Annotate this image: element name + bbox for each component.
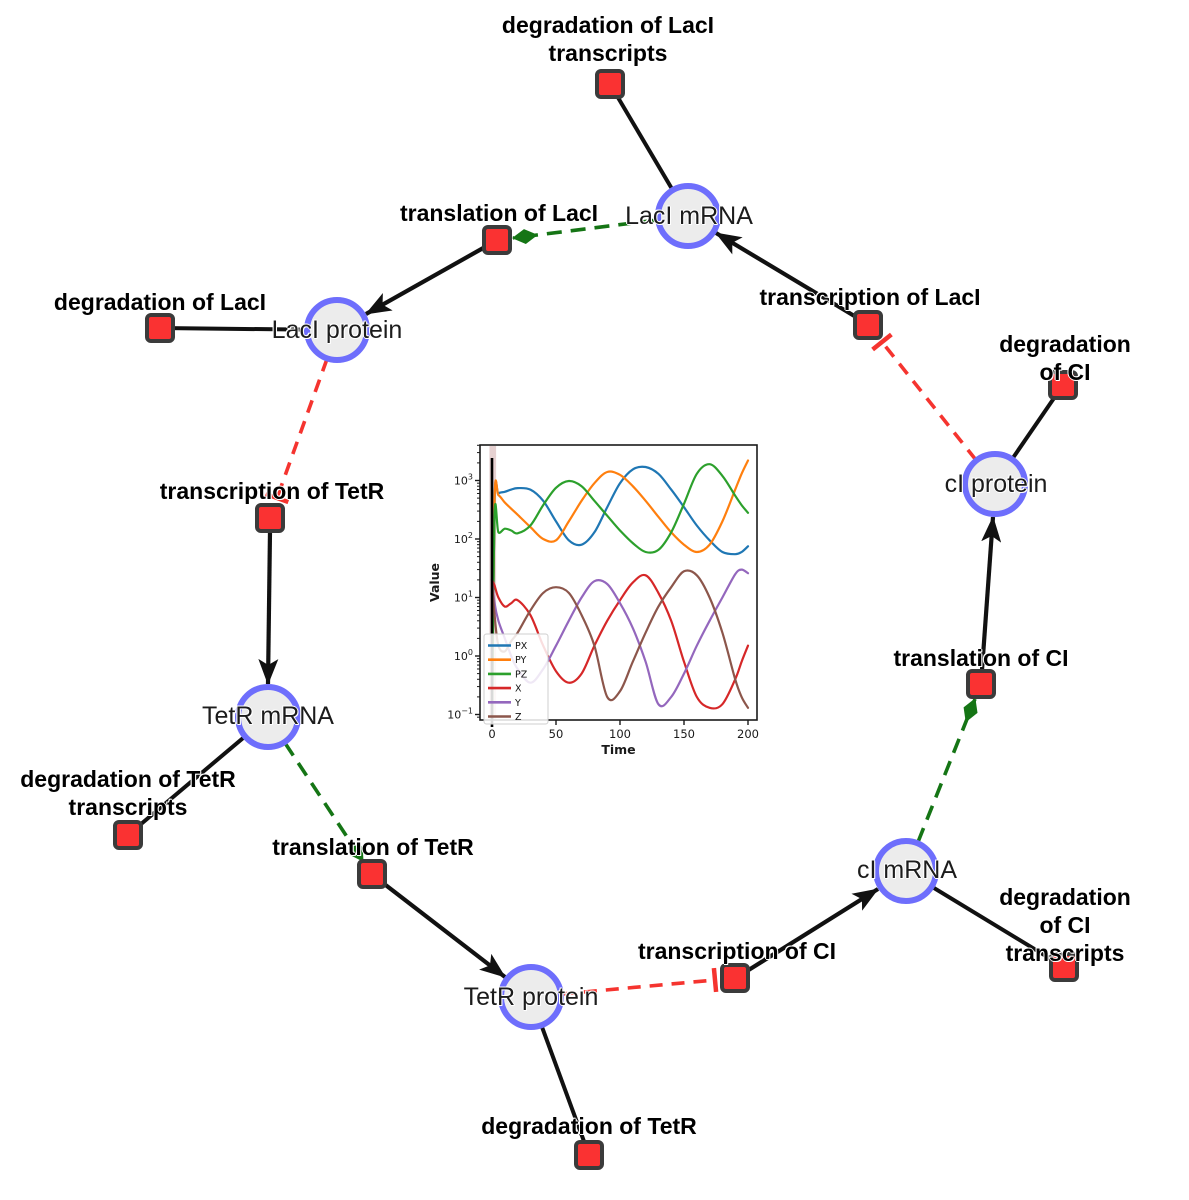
- reaction-node-translation-ci[interactable]: [966, 669, 996, 699]
- label-transcription-ci: transcription of CI: [637, 937, 837, 964]
- x-tick-label: 150: [673, 727, 695, 741]
- curve-PZ: [491, 463, 750, 720]
- label-ci-mrna: cI mRNA: [857, 855, 957, 884]
- edge-tetr-protein-inhibits-transcription-ci: [561, 967, 719, 996]
- y-tick-label: 10−1: [447, 707, 473, 722]
- reaction-node-deg-tetr-transcripts[interactable]: [113, 820, 143, 850]
- legend: PX PY PZ XYZ: [483, 633, 549, 725]
- y-tick-label: 100: [454, 648, 473, 663]
- edge-laci-protein-inhibits-transcription-tetr: [264, 358, 329, 505]
- label-deg-laci: degradation of LacI: [53, 288, 267, 315]
- x-tick-label: 100: [609, 727, 631, 741]
- y-tick-label: 103: [454, 473, 473, 488]
- edge-ci-protein-inhibits-transcription-laci: [871, 332, 978, 462]
- x-tick-label: 0: [488, 727, 495, 741]
- label-tetr-protein: TetR protein: [463, 982, 599, 1011]
- species-node-laci-protein[interactable]: [304, 297, 370, 363]
- label-translation-ci: translation of CI: [893, 644, 1069, 671]
- reaction-node-transcription-laci[interactable]: [853, 310, 883, 340]
- label-translation-laci: translation of LacI: [399, 199, 599, 226]
- simulation-inset-chart: 0 50 100 150 200 10−1 100 101 102 103 Time Value PX P…: [427, 432, 773, 766]
- label-translation-tetr: translation of TetR: [272, 833, 474, 860]
- y-tick-label: 101: [454, 590, 473, 605]
- y-tick-label: 102: [454, 531, 473, 546]
- edge-ci-mrna-modifies-translation-ci: [916, 698, 978, 843]
- reaction-node-translation-laci[interactable]: [482, 225, 512, 255]
- reaction-node-deg-laci-transcripts[interactable]: [595, 69, 625, 99]
- label-transcription-tetr: transcription of TetR: [159, 477, 385, 504]
- legend-label-Y: Y: [514, 698, 521, 709]
- reaction-node-translation-tetr[interactable]: [357, 859, 387, 889]
- label-deg-ci-transcripts: degradation of CI transcripts: [999, 883, 1131, 967]
- label-laci-protein: LacI protein: [271, 315, 403, 344]
- curve-X: [490, 573, 750, 710]
- edge-transcription-ci-to-ci-mrna: [745, 887, 880, 973]
- label-tetr-mrna: TetR mRNA: [202, 701, 334, 730]
- label-transcription-laci: transcription of LacI: [759, 283, 981, 310]
- y-axis-label: Value: [427, 563, 442, 602]
- legend-label-PY: PY: [515, 655, 527, 666]
- species-node-ci-protein[interactable]: [962, 451, 1028, 517]
- x-tick-label: 200: [737, 727, 759, 741]
- edge-translation-tetr-to-tetr-protein: [381, 881, 507, 979]
- reaction-node-transcription-tetr[interactable]: [255, 503, 285, 533]
- species-node-tetr-protein[interactable]: [498, 964, 564, 1030]
- x-tick-label: 50: [549, 727, 564, 741]
- reaction-node-transcription-ci[interactable]: [720, 963, 750, 993]
- reaction-node-deg-ci-transcripts[interactable]: [1049, 952, 1079, 982]
- legend-label-PZ: PZ: [515, 669, 528, 680]
- species-node-laci-mrna[interactable]: [655, 183, 721, 249]
- edge-translation-laci-to-laci-protein: [364, 245, 487, 316]
- label-deg-tetr-transcripts: degradation of TetR transcripts: [20, 765, 236, 820]
- axes-frame: [479, 444, 758, 721]
- reaction-node-deg-ci[interactable]: [1048, 370, 1078, 400]
- reaction-node-deg-tetr[interactable]: [574, 1140, 604, 1170]
- legend-label-PX: PX: [515, 641, 528, 652]
- reaction-node-deg-laci[interactable]: [145, 313, 175, 343]
- label-deg-ci: degradation of CI: [999, 330, 1131, 385]
- edge-laci-mrna-modifies-translation-laci: [512, 218, 658, 244]
- curve-PX: [491, 465, 750, 720]
- label-deg-laci-transcripts: degradation of LacI transcripts: [501, 11, 715, 66]
- label-ci-protein: cI protein: [944, 469, 1048, 498]
- legend-label-X: X: [515, 684, 522, 695]
- curve-PY: [491, 459, 750, 720]
- label-deg-tetr: degradation of TetR: [481, 1112, 697, 1139]
- edge-translation-ci-to-ci-protein: [979, 516, 1002, 671]
- legend-label-Z: Z: [515, 712, 522, 723]
- species-node-ci-mrna[interactable]: [873, 838, 939, 904]
- inset-plot-svg: 0 50 100 150 20010−1100101102103TimeValuePXP…: [427, 444, 759, 757]
- x-axis-label: Time: [601, 742, 635, 757]
- label-laci-mrna: LacI mRNA: [625, 201, 753, 230]
- species-node-tetr-mrna[interactable]: [235, 684, 301, 750]
- edge-transcription-laci-to-laci-mrna: [714, 231, 858, 319]
- edge-transcription-tetr-to-tetr-mrna: [258, 530, 279, 685]
